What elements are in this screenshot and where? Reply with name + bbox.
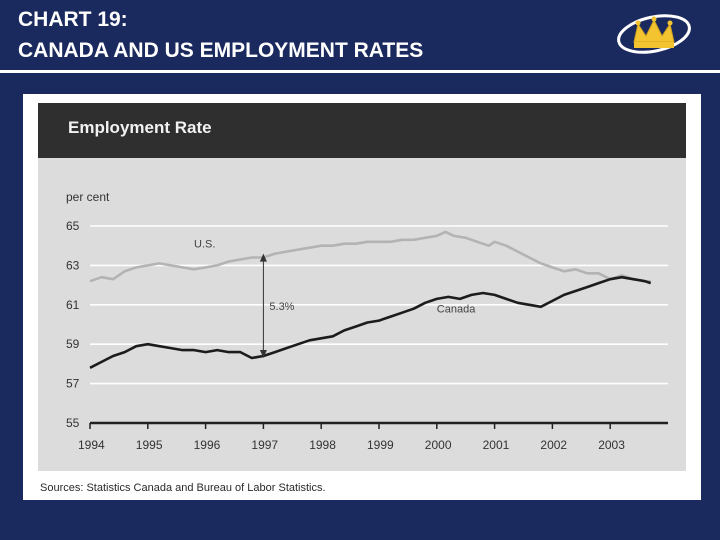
- chart-title: Employment Rate: [68, 118, 212, 137]
- chart-plot: per cent 65 63 61 59 57 55 1994 1995 1996 1997 1998…: [66, 190, 668, 452]
- x-tick-label: 1999: [367, 438, 394, 452]
- y-tick-label: 63: [66, 258, 80, 272]
- chart-panel: Employment Rate per cent 65 63 61 59 57 55 1994…: [38, 103, 686, 471]
- x-tick-label: 1994: [78, 438, 105, 452]
- gap-arrow-head-bottom: [259, 349, 267, 358]
- chart-header: Employment Rate: [38, 103, 686, 158]
- slide-title-line-1: CHART 19:: [18, 8, 128, 31]
- y-tick-label: 55: [66, 416, 80, 430]
- x-tick-label: 1998: [309, 438, 336, 452]
- crown-icon: [617, 14, 691, 54]
- gap-arrow-head-top: [259, 253, 267, 262]
- x-tick-label: 2000: [425, 438, 452, 452]
- x-tick-label: 1996: [194, 438, 221, 452]
- y-tick-label: 57: [66, 377, 80, 391]
- x-tick-label: 2003: [598, 438, 625, 452]
- series-label-canada: Canada: [437, 304, 476, 316]
- series-label-us: U.S.: [194, 239, 215, 251]
- title-divider: [0, 70, 720, 73]
- gap-annotation-label: 5.3%: [269, 301, 294, 313]
- y-axis-label: per cent: [66, 190, 110, 204]
- x-tick-label: 2002: [540, 438, 567, 452]
- slide-title-line-2: CANADA AND US EMPLOYMENT RATES: [18, 39, 424, 62]
- y-tick-label: 59: [66, 337, 80, 351]
- x-tick-label: 1995: [136, 438, 163, 452]
- slide-title: CHART 19: CANADA AND US EMPLOYMENT RATES: [18, 4, 608, 66]
- x-tick-label: 1997: [251, 438, 278, 452]
- series-line-canada: [89, 275, 652, 369]
- y-tick-label: 61: [66, 298, 80, 312]
- source-note: Sources: Statistics Canada and Bureau of…: [40, 482, 326, 494]
- series-line-us: [89, 230, 651, 283]
- x-tick-label: 2001: [483, 438, 510, 452]
- y-tick-label: 65: [66, 219, 80, 233]
